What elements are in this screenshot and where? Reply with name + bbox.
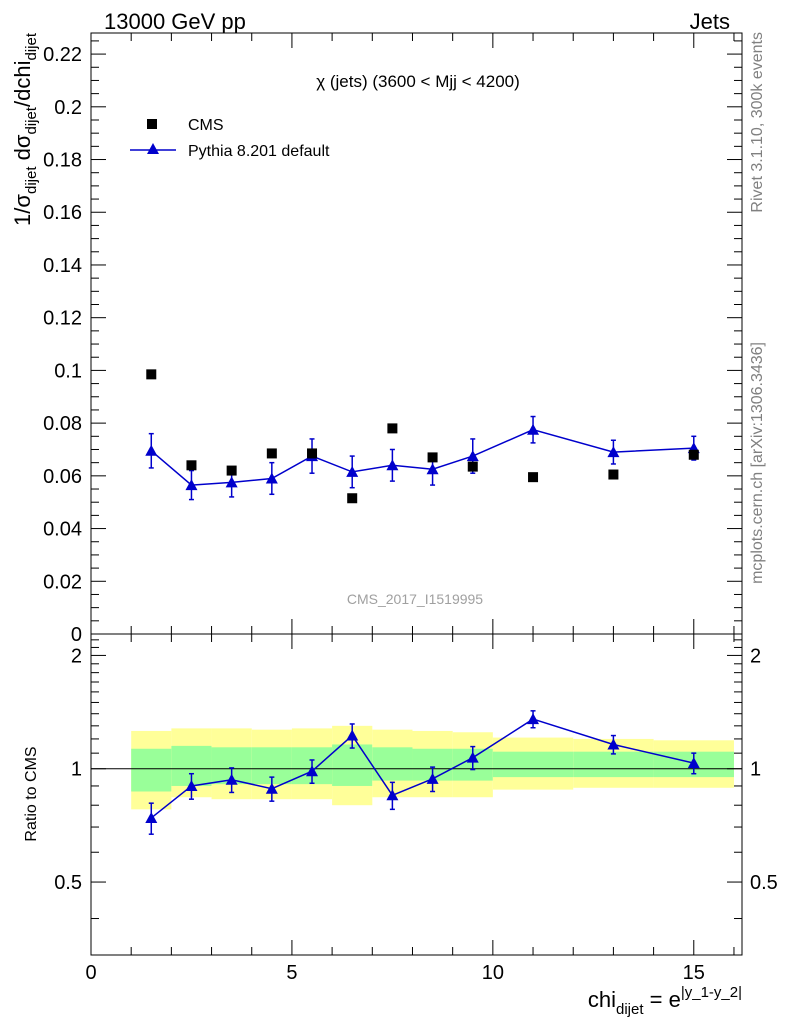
main-axis-ticks: 0 0.02 0.04 0.06 0.08 0.1 0.12 0.14 0.16 0.18 0.2 0… [43,33,742,646]
pythia-point [466,450,479,462]
x-tick-label: 10 [482,962,504,984]
x-tick-label: 5 [286,962,297,984]
main-y-axis-label: 1/σdijet dσdijet/dchidijet [10,32,40,226]
legend-cms-label: CMS [188,117,224,134]
y-tick-label: 0.18 [43,150,82,172]
y-tick-label: 0.12 [43,308,82,330]
x-axis-label: chidijet = e|y_1-y_2| [588,984,742,1018]
pythia-point [225,476,238,488]
cms-data-point [266,448,277,459]
ratio-plot-frame [90,633,743,956]
ratio-data-marks [145,710,700,835]
ratio-pythia-line [150,718,694,819]
ratio-pythia-point [306,765,319,777]
y-tick-label: 0.2 [54,97,82,119]
ratio-pythia-point [145,811,158,823]
analysis-tag: CMS_2017_I1519995 [347,591,483,607]
ratio-uncertainty-bands [91,725,742,810]
inner-band-bin [131,748,172,792]
cms-data-point [146,369,157,380]
cms-data-point [688,449,699,460]
y-tick-label: 0.14 [43,255,82,277]
y-tick-label: 0.02 [43,571,82,593]
y-tick-label: 0 [71,624,82,646]
cms-data-point [226,465,237,476]
ratio-pythia-point [225,773,238,785]
cms-data-point [427,452,438,463]
legend-pythia-marker [147,143,159,154]
pythia-point [185,479,198,491]
legend-pythia-label: Pythia 8.201 default [188,143,330,160]
ratio-y-tick-label-left: 2 [71,645,82,667]
ratio-pythia-point [185,779,198,791]
pythia-point [386,459,399,471]
x-tick-label: 0 [85,962,96,984]
pythia-point [527,423,540,435]
process-label: Jets [690,9,730,34]
plot-title: χ (jets) (3600 < Mjj < 4200) [316,72,520,91]
x-tick-label: 15 [683,962,705,984]
pythia-point [145,444,158,456]
cms-data-point [528,472,539,483]
legend-cms-marker [147,119,157,129]
y-tick-label: 0.04 [43,519,82,541]
ratio-y-tick-label-left: 0.5 [54,872,82,894]
pythia-point [426,463,439,475]
y-tick-label: 0.1 [54,360,82,382]
main-data-marks [145,369,700,504]
pythia-point [607,446,620,458]
cms-data-point [347,493,358,504]
pythia-point [346,465,359,477]
cms-data-point [467,461,478,472]
rivet-version-label: Rivet 3.1.10, 300k events [749,32,766,213]
cms-data-point [608,469,619,480]
ratio-plot-panel: 0.5 0.5 1 1 2 2 0 5 10 15 Ratio to CMS chidijet =… [23,633,778,1018]
ratio-pythia-point [265,782,278,794]
ratio-axis-ticks: 0.5 0.5 1 1 2 2 0 5 10 15 [54,634,778,984]
ratio-y-tick-label-right: 2 [750,645,761,667]
ratio-pythia-point [386,789,399,801]
inner-band-bin [492,751,574,778]
y-tick-label: 0.22 [43,44,82,66]
main-plot-panel: 0 0.02 0.04 0.06 0.08 0.1 0.12 0.14 0.16 0.18 0.2 0… [10,32,743,646]
legend: CMS Pythia 8.201 default [130,117,330,160]
y-tick-label: 0.16 [43,202,82,224]
y-tick-label: 0.06 [43,466,82,488]
ratio-y-axis-label: Ratio to CMS [23,746,40,841]
cms-data-point [387,423,398,434]
cms-data-point [186,460,197,471]
ratio-y-tick-label-left: 1 [71,759,82,781]
inner-band-bin [332,744,373,786]
energy-label: 13000 GeV pp [104,9,246,34]
ratio-y-tick-label-right: 1 [750,759,761,781]
inner-band-bin [573,751,654,778]
source-url-label: mcplots.cern.ch [arXiv:1306.3436] [749,342,766,584]
ratio-pythia-point [466,751,479,763]
ratio-y-tick-label-right: 0.5 [750,872,778,894]
pythia-line [150,428,694,486]
y-tick-label: 0.08 [43,413,82,435]
ratio-pythia-point [426,772,439,784]
ratio-pythia-point [527,713,540,725]
pythia-point [265,472,278,484]
ratio-pythia-point [346,729,359,741]
ratio-pythia-point [687,757,700,769]
ratio-pythia-point [607,738,620,750]
cms-data-point [307,448,318,459]
